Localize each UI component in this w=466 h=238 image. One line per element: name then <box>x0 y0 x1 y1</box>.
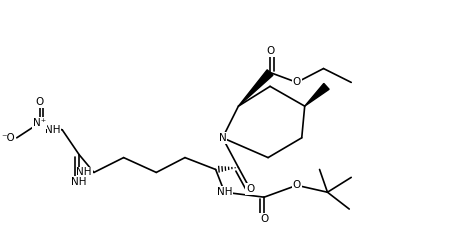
Text: N: N <box>219 133 226 143</box>
Polygon shape <box>239 70 273 106</box>
Text: NH: NH <box>45 125 60 135</box>
Polygon shape <box>305 83 329 106</box>
Text: ⁻O: ⁻O <box>1 133 15 143</box>
Text: O: O <box>293 77 301 87</box>
Text: O: O <box>260 214 268 224</box>
Text: NH: NH <box>217 187 233 197</box>
Text: NH: NH <box>76 168 92 178</box>
Text: O: O <box>266 46 274 56</box>
Text: N⁺: N⁺ <box>33 118 46 128</box>
Text: O: O <box>35 97 44 107</box>
Text: NH: NH <box>71 177 87 187</box>
Text: O: O <box>293 180 301 190</box>
Text: O: O <box>246 184 254 194</box>
